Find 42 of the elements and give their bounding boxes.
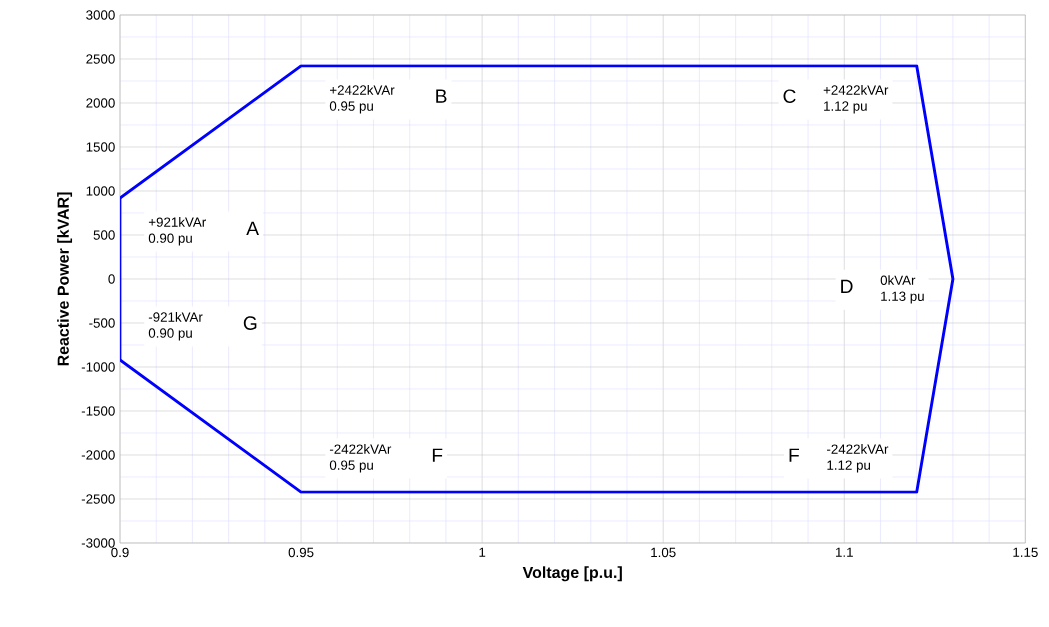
- y-tick-label: 0: [108, 274, 115, 284]
- annotation: F: [789, 448, 799, 462]
- annotation: 0.90 pu: [148, 233, 192, 246]
- annotation: 1.12 pu: [827, 460, 870, 473]
- annotation: -2422kVAr: [827, 444, 889, 454]
- annotation: G: [243, 316, 257, 330]
- annotation: -921kVAr: [148, 311, 203, 322]
- y-tick-label: -2000: [81, 450, 115, 460]
- y-tick-label: 2500: [86, 54, 115, 64]
- y-tick-label: -2500: [81, 494, 115, 504]
- x-tick-label: 0.9: [111, 547, 129, 558]
- annotation: B: [436, 89, 447, 103]
- y-tick-label: 500: [93, 230, 115, 240]
- annotation: 0kVAr: [880, 275, 916, 285]
- x-tick-label: 1.05: [651, 547, 676, 558]
- y-tick-label: 1500: [86, 142, 115, 152]
- annotation: D: [841, 279, 853, 293]
- annotation: 0.90 pu: [148, 328, 192, 341]
- x-tick-label: 1.1: [836, 547, 853, 557]
- y-tick-label: -3000: [81, 538, 115, 548]
- x-tick-label: 1: [479, 547, 486, 557]
- annotation: +2422kVAr: [329, 85, 395, 95]
- x-tick-label: 0.95: [288, 547, 314, 558]
- x-tick-label: 1.15: [1013, 547, 1038, 557]
- annotation: 0.95 pu: [329, 460, 373, 473]
- y-tick-label: 3000: [86, 10, 115, 20]
- annotation: A: [246, 221, 259, 235]
- annotation: -2422kVAr: [329, 444, 392, 454]
- annotation: +921kVAr: [148, 217, 206, 227]
- y-tick-label: -500: [89, 318, 115, 328]
- y-tick-label: 1000: [86, 186, 115, 196]
- annotation: +2422kVAr: [823, 85, 889, 95]
- annotation: F: [432, 448, 443, 462]
- y-axis-title: Reactive Power [kVAR]: [57, 192, 73, 366]
- annotation: 1.13 pu: [881, 291, 924, 304]
- y-tick-label: -1500: [81, 406, 115, 416]
- y-tick-label: -1000: [81, 362, 115, 372]
- annotation: 0.95 pu: [329, 101, 373, 114]
- annotation: 1.12 pu: [824, 101, 867, 114]
- x-axis-title: Voltage [p.u.]: [522, 566, 622, 582]
- annotation: C: [783, 89, 796, 103]
- y-tick-label: 2000: [86, 98, 115, 108]
